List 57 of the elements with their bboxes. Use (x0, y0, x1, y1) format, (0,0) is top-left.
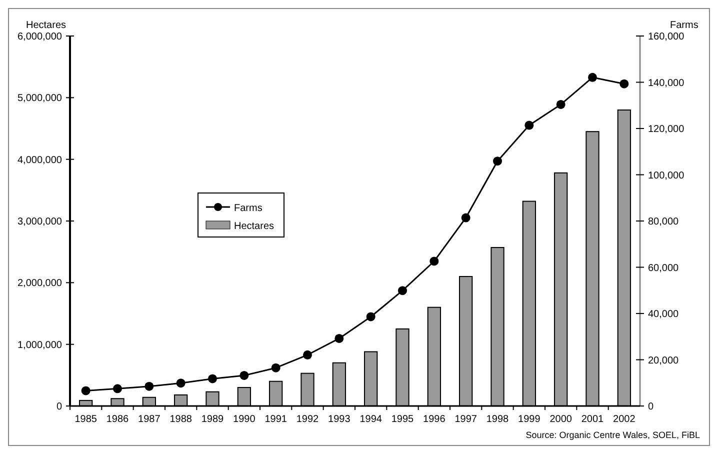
legend-label: Farms (234, 203, 262, 214)
y-tick-label: 0 (56, 402, 62, 412)
point (620, 79, 629, 88)
point (113, 384, 122, 394)
point (144, 382, 154, 391)
x-tick-label: 1985 (74, 414, 98, 425)
x-tick-label: 1992 (296, 414, 320, 425)
x-tick-label: 1994 (360, 414, 382, 425)
point (303, 350, 312, 360)
point (366, 312, 376, 322)
point (556, 100, 566, 109)
x-tick-label: 1998 (486, 414, 510, 425)
x-tick-label: 2002 (613, 414, 636, 425)
y-tick-label: 2,000,000 (18, 278, 62, 290)
point (524, 120, 534, 130)
y2-tick-label: 60,000 (648, 262, 680, 274)
x-tick-label: 1988 (170, 414, 192, 425)
x-tick-label: 1991 (264, 414, 288, 425)
point (493, 156, 502, 166)
point (208, 374, 217, 384)
x-tick-label: 1996 (423, 414, 446, 425)
y2-axis-title: Farms (670, 20, 698, 31)
x-tick-label: 1990 (233, 414, 256, 425)
y-tick-label: 5,000,000 (18, 93, 62, 104)
point (81, 386, 90, 396)
x-tick-label: 2000 (550, 414, 572, 425)
x-tick-label: 1993 (328, 414, 351, 425)
point (240, 370, 249, 380)
x-tick-label: 1989 (201, 414, 224, 425)
x-tick-label: 1995 (391, 414, 414, 425)
point (588, 72, 597, 82)
y2-tick-label: 140,000 (648, 78, 685, 89)
point (461, 213, 470, 222)
point (430, 256, 439, 266)
point (271, 363, 280, 372)
y-axis-title: Hectares (26, 20, 66, 31)
x-tick-label: 1999 (518, 414, 541, 425)
point (176, 378, 186, 388)
y2-tick-label: 160,000 (648, 32, 685, 42)
y-tick-label: 4,000,000 (18, 154, 62, 166)
y2-tick-label: 20,000 (648, 355, 680, 366)
point (398, 286, 407, 296)
x-tick-label: 1997 (454, 414, 478, 425)
point (334, 334, 344, 343)
x-tick-label: 2001 (581, 414, 604, 425)
y2-tick-label: 120,000 (648, 124, 685, 135)
x-tick-label: 1987 (138, 414, 161, 425)
y-tick-label: 3,000,000 (18, 216, 62, 228)
y2-tick-label: 0 (648, 402, 654, 412)
x-tick-label: 1986 (106, 414, 130, 425)
legend-label: Hectares (234, 221, 274, 232)
y2-tick-label: 100,000 (648, 170, 685, 182)
y-tick-label: 6,000,000 (18, 32, 62, 42)
y-tick-label: 1,000,000 (18, 340, 62, 351)
source-note: Source: Organic Centre Wales, SOEL, FiBL (526, 430, 700, 440)
y2-tick-label: 40,000 (648, 309, 680, 320)
y2-tick-label: 80,000 (648, 216, 680, 228)
